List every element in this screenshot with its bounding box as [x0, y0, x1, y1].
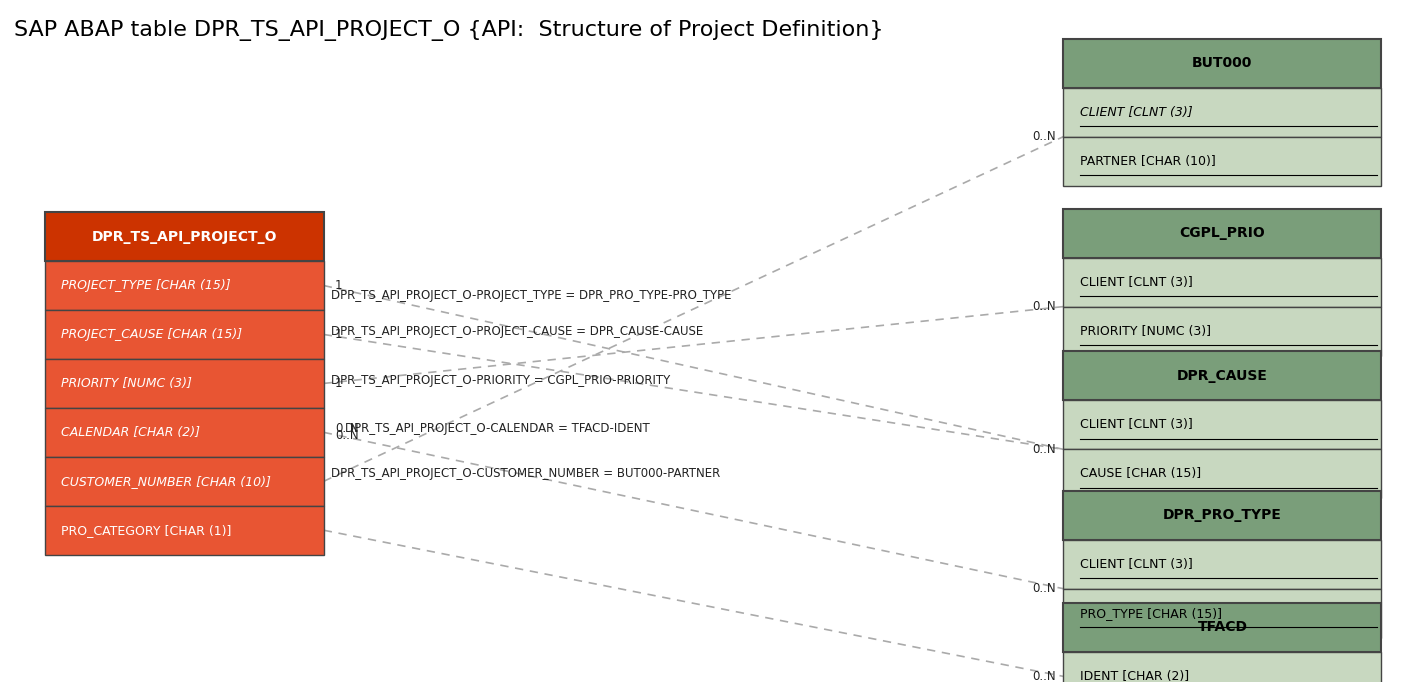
FancyBboxPatch shape — [1063, 258, 1381, 306]
FancyBboxPatch shape — [1063, 491, 1381, 540]
FancyBboxPatch shape — [45, 506, 324, 554]
Text: 0..N: 0..N — [1033, 670, 1056, 683]
FancyBboxPatch shape — [1063, 589, 1381, 638]
Text: DPR_TS_API_PROJECT_O-PRIORITY = CGPL_PRIO-PRIORITY: DPR_TS_API_PROJECT_O-PRIORITY = CGPL_PRI… — [331, 374, 670, 387]
Text: DPR_TS_API_PROJECT_O-PROJECT_TYPE = DPR_PRO_TYPE-PRO_TYPE: DPR_TS_API_PROJECT_O-PROJECT_TYPE = DPR_… — [331, 289, 731, 302]
FancyBboxPatch shape — [1063, 306, 1381, 356]
FancyBboxPatch shape — [45, 261, 324, 310]
FancyBboxPatch shape — [1063, 38, 1381, 88]
FancyBboxPatch shape — [45, 457, 324, 506]
FancyBboxPatch shape — [1063, 540, 1381, 589]
Text: PROJECT_TYPE [CHAR (15)]: PROJECT_TYPE [CHAR (15)] — [62, 279, 231, 292]
Text: DPR_TS_API_PROJECT_O-CALENDAR = TFACD-IDENT: DPR_TS_API_PROJECT_O-CALENDAR = TFACD-ID… — [345, 423, 650, 436]
Text: 0..N: 0..N — [335, 429, 359, 442]
FancyBboxPatch shape — [45, 408, 324, 457]
Text: DPR_TS_API_PROJECT_O-CUSTOMER_NUMBER = BUT000-PARTNER: DPR_TS_API_PROJECT_O-CUSTOMER_NUMBER = B… — [331, 466, 720, 480]
FancyBboxPatch shape — [1063, 449, 1381, 498]
Text: 1: 1 — [335, 328, 342, 341]
FancyBboxPatch shape — [45, 212, 324, 261]
Text: PRO_TYPE [CHAR (15)]: PRO_TYPE [CHAR (15)] — [1080, 607, 1222, 620]
Text: 0..N: 0..N — [335, 423, 359, 436]
FancyBboxPatch shape — [45, 359, 324, 408]
Text: CLIENT [CLNT (3)]: CLIENT [CLNT (3)] — [1080, 418, 1192, 431]
Text: PRIORITY [NUMC (3)]: PRIORITY [NUMC (3)] — [62, 377, 192, 390]
Text: DPR_TS_API_PROJECT_O: DPR_TS_API_PROJECT_O — [91, 229, 277, 244]
Text: 0..N: 0..N — [1033, 300, 1056, 313]
Text: BUT000: BUT000 — [1192, 56, 1252, 70]
Text: PARTNER [CHAR (10)]: PARTNER [CHAR (10)] — [1080, 155, 1216, 168]
FancyBboxPatch shape — [1063, 401, 1381, 449]
Text: CLIENT [CLNT (3)]: CLIENT [CLNT (3)] — [1080, 275, 1192, 289]
Text: PROJECT_CAUSE [CHAR (15)]: PROJECT_CAUSE [CHAR (15)] — [62, 328, 242, 341]
Text: 0..N: 0..N — [1033, 443, 1056, 456]
FancyBboxPatch shape — [1063, 603, 1381, 652]
FancyBboxPatch shape — [1063, 137, 1381, 185]
FancyBboxPatch shape — [1063, 652, 1381, 687]
Text: CGPL_PRIO: CGPL_PRIO — [1180, 226, 1265, 240]
Text: PRIORITY [NUMC (3)]: PRIORITY [NUMC (3)] — [1080, 324, 1210, 337]
Text: CALENDAR [CHAR (2)]: CALENDAR [CHAR (2)] — [62, 426, 200, 439]
Text: CAUSE [CHAR (15)]: CAUSE [CHAR (15)] — [1080, 467, 1201, 480]
Text: DPR_PRO_TYPE: DPR_PRO_TYPE — [1163, 508, 1282, 522]
FancyBboxPatch shape — [45, 310, 324, 359]
Text: TFACD: TFACD — [1198, 620, 1247, 634]
Text: SAP ABAP table DPR_TS_API_PROJECT_O {API:  Structure of Project Definition}: SAP ABAP table DPR_TS_API_PROJECT_O {API… — [14, 20, 884, 41]
Text: 1: 1 — [335, 377, 342, 390]
Text: DPR_TS_API_PROJECT_O-PROJECT_CAUSE = DPR_CAUSE-CAUSE: DPR_TS_API_PROJECT_O-PROJECT_CAUSE = DPR… — [331, 324, 703, 337]
FancyBboxPatch shape — [1063, 209, 1381, 258]
Text: 1: 1 — [335, 279, 342, 292]
Text: CLIENT [CLNT (3)]: CLIENT [CLNT (3)] — [1080, 106, 1192, 119]
FancyBboxPatch shape — [1063, 88, 1381, 137]
FancyBboxPatch shape — [1063, 352, 1381, 401]
Text: 0..N: 0..N — [1033, 130, 1056, 143]
Text: IDENT [CHAR (2)]: IDENT [CHAR (2)] — [1080, 670, 1189, 683]
Text: PRO_CATEGORY [CHAR (1)]: PRO_CATEGORY [CHAR (1)] — [62, 523, 231, 537]
Text: CLIENT [CLNT (3)]: CLIENT [CLNT (3)] — [1080, 558, 1192, 571]
Text: 0..N: 0..N — [1033, 582, 1056, 595]
Text: CUSTOMER_NUMBER [CHAR (10)]: CUSTOMER_NUMBER [CHAR (10)] — [62, 475, 272, 488]
Text: DPR_CAUSE: DPR_CAUSE — [1177, 369, 1268, 383]
